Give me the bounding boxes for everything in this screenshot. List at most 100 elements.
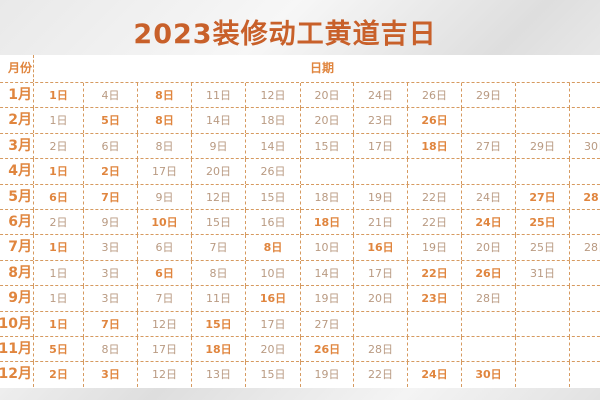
table-row: 5月6日7日9日12日15日18日19日22日24日27日28日 [0,183,600,210]
empty-cell [407,311,461,337]
day-cell: 21日 [353,210,407,235]
day-cell-highlighted: 26日 [407,108,461,134]
day-cell: 14日 [191,108,245,134]
day-cell: 24日 [461,184,515,210]
day-cell: 20日 [461,235,515,261]
empty-cell [461,311,515,337]
day-cell: 12日 [137,362,191,388]
empty-cell [515,311,569,337]
day-cell: 17日 [353,260,407,286]
day-cell-highlighted: 7日 [83,311,137,337]
day-cell: 12日 [191,184,245,210]
day-cell: 20日 [245,337,300,362]
empty-cell [515,108,569,134]
day-cell: 15日 [245,184,300,210]
empty-cell [407,337,461,362]
day-cell: 8日 [191,260,245,286]
day-cell: 7日 [191,235,245,261]
day-cell-highlighted: 5日 [83,108,137,134]
day-cell-highlighted: 5日 [33,337,83,362]
day-cell: 23日 [353,108,407,134]
day-cell-highlighted: 30日 [461,362,515,388]
empty-cell [569,311,600,337]
day-cell: 20日 [300,108,353,134]
month-label: 11月 [0,341,32,357]
month-label: 7月 [8,239,32,256]
day-cell: 26日 [245,159,300,185]
day-cell: 22日 [407,210,461,235]
empty-cell [569,210,600,235]
day-cell: 20日 [191,159,245,185]
day-cell: 3日 [83,260,137,286]
auspicious-days-table: 月份 日期 1月 1日 4日 8日 11日 12日 20日 24日 26日 29日 2月 1日 5日 8日… [0,55,600,388]
divider [33,55,34,82]
table-row: 11月 5日 8日 17日 18日 20日 26日 28日 [0,336,600,362]
day-cell-highlighted: 8日 [137,83,191,108]
day-cell-highlighted: 18日 [407,133,461,159]
empty-cell [515,337,569,362]
day-cell: 1日 [33,286,83,312]
table-row: 2月 1日 5日 8日 14日 18日 20日 23日 26日 [0,107,600,134]
day-cell: 30日 [569,133,600,159]
day-cell-highlighted: 22日 [407,260,461,286]
day-cell: 27日 [461,133,515,159]
day-cell-highlighted: 26日 [461,260,515,286]
day-cell: 10日 [300,235,353,261]
day-cell: 2日 [33,133,83,159]
day-cell: 28日 [569,235,600,261]
day-cell-highlighted: 16日 [353,235,407,261]
day-cell: 19日 [300,286,353,312]
month-label: 9月 [8,290,32,307]
empty-cell [515,83,569,108]
table-row: 7月1日3日6日7日8日10日16日19日20日25日28日 [0,234,600,261]
month-label: 3月 [8,137,32,154]
empty-cell [569,286,600,312]
empty-cell [353,311,407,337]
day-cell: 15日 [300,133,353,159]
day-cell: 8日 [83,337,137,362]
day-cell: 19日 [353,184,407,210]
day-cell-highlighted: 18日 [300,210,353,235]
empty-cell [461,337,515,362]
day-cell: 9日 [137,184,191,210]
empty-cell [300,159,353,185]
day-cell: 28日 [353,337,407,362]
day-cell: 10日 [245,260,300,286]
day-cell-highlighted: 6日 [137,260,191,286]
day-cell: 16日 [245,210,300,235]
day-cell: 9日 [83,210,137,235]
day-cell: 15日 [245,362,300,388]
day-cell: 6日 [83,133,137,159]
day-cell: 1日 [33,260,83,286]
table-row: 6月 2日 9日 10日 15日 16日 18日 21日 22日 24日 25日 [0,209,600,235]
day-cell-highlighted: 7日 [83,184,137,210]
empty-cell [569,108,600,134]
table-row: 9月 1日 3日 7日 11日 16日 19日 20日 23日 28日 [0,285,600,312]
day-cell: 31日 [515,260,569,286]
empty-cell [569,362,600,388]
day-cell: 3日 [83,235,137,261]
day-cell: 20日 [300,83,353,108]
day-cell: 12日 [137,311,191,337]
table-row: 4月 1日 2日 17日 20日 26日 [0,158,600,185]
day-cell: 20日 [353,286,407,312]
day-cell-highlighted: 28日 [569,184,600,210]
month-label: 6月 [8,214,32,230]
month-label: 1月 [8,87,32,103]
day-cell: 19日 [300,362,353,388]
day-cell: 6日 [137,235,191,261]
day-cell: 1日 [33,108,83,134]
day-cell-highlighted: 2日 [83,159,137,185]
day-cell: 17日 [353,133,407,159]
table-row: 8月 1日 3日 6日 8日 10日 14日 17日 22日 26日 31日 [0,259,600,286]
day-cell: 14日 [300,260,353,286]
day-cell: 8日 [137,133,191,159]
table-row: 3月2日6日8日9日14日15日17日18日27日29日30日 [0,132,600,159]
day-cell-highlighted: 24日 [407,362,461,388]
empty-cell [569,260,600,286]
day-cell: 17日 [137,337,191,362]
day-cell-highlighted: 1日 [33,83,83,108]
date-column-header: 日期 [310,61,335,75]
day-cell: 22日 [353,362,407,388]
empty-cell [569,83,600,108]
